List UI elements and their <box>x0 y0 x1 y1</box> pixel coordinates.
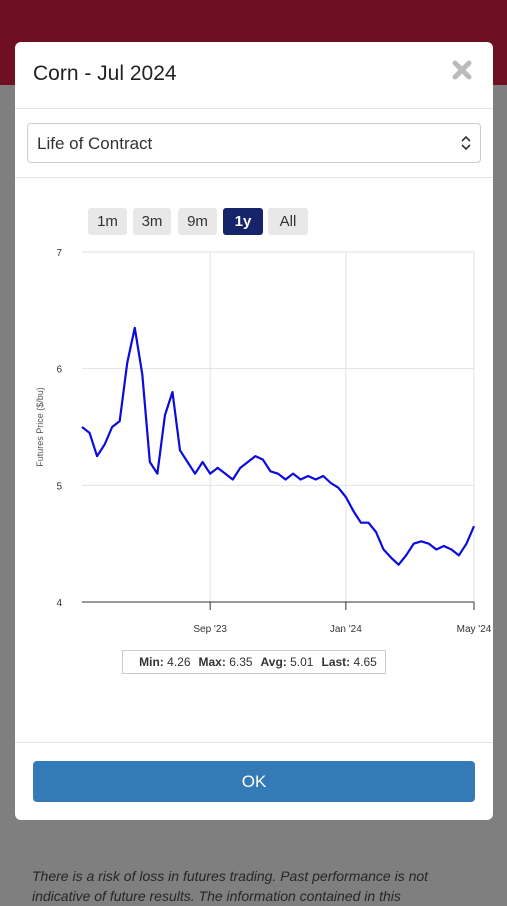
stat-label: Max: <box>198 655 226 669</box>
stat-label: Avg: <box>260 655 287 669</box>
divider <box>15 177 493 178</box>
stat-label: Last: <box>321 655 351 669</box>
range-select[interactable]: Life of Contract <box>27 123 481 163</box>
stats-box: Min: 4.26 Max: 6.35 Avg: 5.01 Last: 4.65 <box>122 650 386 674</box>
divider <box>15 742 493 743</box>
range-button[interactable]: 1m <box>88 208 127 235</box>
x-tick-label: Jan '24 <box>330 624 362 635</box>
y-tick-label: 7 <box>56 248 62 259</box>
stat-value: 4.26 <box>167 655 191 669</box>
range-button[interactable]: 3m <box>133 208 171 235</box>
modal: Corn - Jul 2024 Life of Contract 1m 3m 9m 1… <box>15 42 493 820</box>
ok-button[interactable]: OK <box>33 761 475 802</box>
close-button[interactable] <box>451 59 473 81</box>
y-tick-label: 4 <box>56 598 62 609</box>
x-tick-label: Sep '23 <box>193 624 227 635</box>
range-button[interactable]: All <box>268 208 308 235</box>
modal-title: Corn - Jul 2024 <box>33 62 177 85</box>
select-arrows <box>461 135 471 151</box>
y-tick-label: 5 <box>56 481 62 492</box>
range-button[interactable]: 1y <box>223 208 263 235</box>
select-label: Life of Contract <box>37 134 153 153</box>
stat-value: 4.65 <box>353 655 377 669</box>
divider <box>15 108 493 109</box>
y-tick-label: 6 <box>56 365 62 376</box>
stat-label: Min: <box>139 655 164 669</box>
range-button[interactable]: 9m <box>178 208 217 235</box>
stat-value: 5.01 <box>290 655 314 669</box>
stat-value: 6.35 <box>229 655 253 669</box>
y-axis-label: Futures Price ($/bu) <box>35 387 45 467</box>
x-tick-label: May '24 <box>457 624 492 635</box>
price-line <box>81 326 476 566</box>
